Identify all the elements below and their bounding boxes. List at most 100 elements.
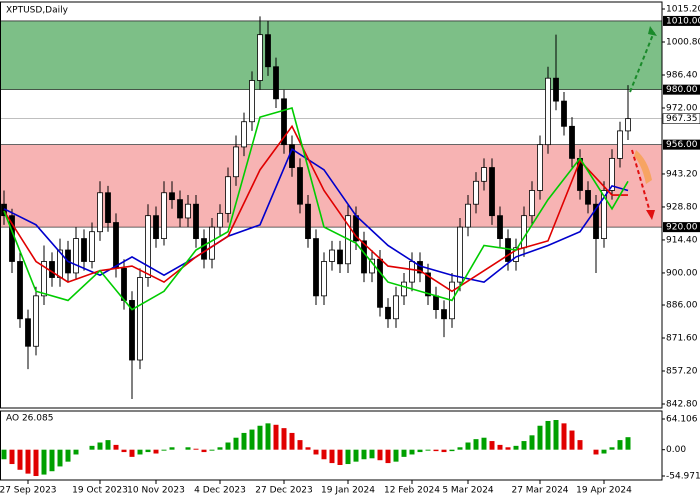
candle-body <box>489 167 495 217</box>
ao-bar <box>65 449 71 462</box>
ao-bar <box>137 449 143 455</box>
candle-body <box>225 176 231 214</box>
x-tick-label: 19 Apr 2024 <box>576 486 632 496</box>
ao-bar <box>97 442 103 450</box>
ao-bar <box>9 449 15 465</box>
y-tick-label: 871.60 <box>666 334 698 344</box>
ao-bar <box>489 441 495 450</box>
forecast-shape <box>634 150 652 184</box>
ao-bar <box>401 449 407 457</box>
ao-bar <box>169 447 175 450</box>
ao-bar <box>529 435 535 450</box>
ao-bar <box>33 449 39 477</box>
ao-bar <box>265 423 271 450</box>
x-tick-label: 19 Oct 2023 <box>72 486 128 496</box>
ao-bar <box>129 449 135 457</box>
candle-body <box>169 192 175 201</box>
candle-body <box>401 281 407 297</box>
candle-body <box>561 100 567 127</box>
ao-bar <box>609 447 615 450</box>
ao-bar <box>393 449 399 462</box>
candle-body <box>409 261 415 283</box>
candle-body <box>177 199 183 219</box>
ao-bar <box>17 449 23 470</box>
ao-bar <box>337 449 343 466</box>
ao-bar <box>625 437 631 450</box>
candle-body <box>425 272 431 297</box>
candle-body <box>41 261 47 297</box>
candle-body <box>81 238 87 262</box>
panel-frame <box>0 410 663 481</box>
arrow-head <box>646 210 655 220</box>
y-tick-label: 928.80 <box>666 202 698 212</box>
candle-body <box>481 167 487 182</box>
candle-body <box>105 192 111 223</box>
ao-bar <box>273 424 279 450</box>
candle-body <box>129 300 135 361</box>
ao-bar <box>209 449 215 451</box>
candle-body <box>313 238 319 297</box>
ao-bar <box>481 437 487 450</box>
x-tick-label: 27 Sep 2023 <box>0 486 57 496</box>
ao-bar <box>561 423 567 450</box>
ao-bar <box>49 449 55 472</box>
y-tick-label: 64.106 <box>666 414 698 424</box>
ao-bar <box>345 449 351 465</box>
y-tick-label: 972.00 <box>666 103 698 113</box>
candle-body <box>209 226 215 260</box>
ao-bar <box>457 447 463 450</box>
candle-body <box>513 247 519 262</box>
ao-bar <box>521 441 527 450</box>
ao-bar <box>545 420 551 450</box>
ao-bar <box>513 445 519 450</box>
y-tick-label: 900.00 <box>666 268 698 278</box>
candle-body <box>601 190 607 239</box>
level-label: 920.00 <box>666 223 698 233</box>
ao-bar <box>353 449 359 462</box>
candle-body <box>257 34 263 81</box>
ao-bar <box>57 449 63 467</box>
ao-bar <box>369 449 375 459</box>
ao-bar <box>377 449 383 461</box>
ao-bar <box>465 442 471 450</box>
ao-bar <box>257 425 263 450</box>
candle-body <box>97 192 103 233</box>
y-tick-label: 842.80 <box>666 399 698 409</box>
candle-body <box>441 309 447 320</box>
x-tick-label: 10 Nov 2023 <box>127 486 185 496</box>
forecast <box>629 26 657 220</box>
ao-bar <box>417 449 423 453</box>
indicator-line <box>3 106 629 311</box>
ao-bar <box>553 420 559 450</box>
y-tick-label: 986.40 <box>666 70 698 80</box>
candle-body <box>465 203 471 228</box>
candle-body <box>297 167 303 205</box>
candle-body <box>161 192 167 239</box>
candle-body <box>201 238 207 260</box>
ao-bar <box>193 448 199 450</box>
candle-body <box>289 144 295 168</box>
candle-body <box>553 77 559 102</box>
candle-body <box>585 190 591 205</box>
level-label: 956.00 <box>666 140 698 150</box>
ao-bar <box>241 432 247 450</box>
price-panel <box>0 16 662 399</box>
ao-bar <box>313 449 319 455</box>
candle-body <box>385 306 391 320</box>
candle-body <box>617 130 623 159</box>
candle-body <box>249 80 255 123</box>
y-tick-label: 886.00 <box>666 301 698 311</box>
ao-bar <box>321 449 327 460</box>
ao-bar <box>249 429 255 450</box>
ao-bar <box>601 449 607 454</box>
ao-bar <box>505 447 511 450</box>
ao-bar <box>305 447 311 450</box>
candle-body <box>457 226 463 283</box>
candle-body <box>545 77 551 146</box>
ao-bar <box>289 432 295 450</box>
candle-body <box>25 318 31 347</box>
ao-bar <box>145 449 151 453</box>
y-tick-label: 857.20 <box>666 366 698 376</box>
candle-body <box>273 66 279 100</box>
